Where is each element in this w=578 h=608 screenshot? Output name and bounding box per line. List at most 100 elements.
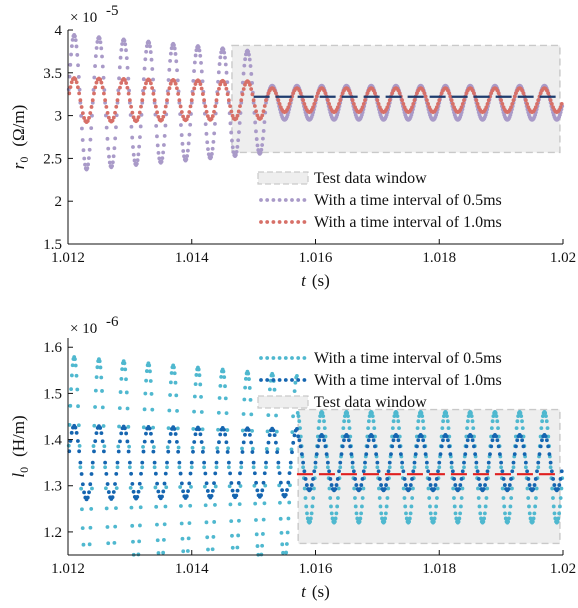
data-point (525, 102, 530, 106)
data-point (120, 367, 125, 372)
data-point (179, 133, 184, 137)
series-1 (67, 423, 564, 502)
data-point (113, 482, 117, 486)
data-point (363, 460, 367, 465)
data-point (375, 465, 380, 470)
data-point (499, 465, 504, 470)
data-point (69, 80, 74, 85)
data-point (213, 121, 217, 126)
data-point (225, 450, 230, 454)
legend-dot (302, 356, 307, 360)
data-point (318, 414, 323, 418)
data-point (483, 483, 487, 487)
data-point (340, 444, 345, 449)
data-point (93, 85, 98, 90)
data-point (101, 75, 106, 80)
data-point (246, 428, 251, 432)
data-point (481, 487, 486, 491)
data-point (353, 504, 358, 509)
data-point (172, 78, 177, 83)
data-point (308, 519, 312, 524)
y-axis-label: l0 (H/m) (9, 415, 31, 477)
data-point (140, 465, 145, 470)
data-point (94, 80, 99, 85)
data-point (390, 444, 395, 449)
data-point (259, 493, 263, 498)
data-point (375, 98, 380, 103)
data-point (83, 162, 87, 167)
data-point (205, 535, 210, 540)
data-point (323, 444, 328, 449)
data-point (167, 67, 172, 72)
data-point (168, 58, 172, 63)
data-point (124, 81, 129, 85)
data-point (111, 154, 116, 159)
data-point (248, 64, 253, 68)
data-point (210, 488, 215, 493)
x-axis-label: t (s) (301, 582, 330, 601)
data-point (312, 102, 317, 106)
data-point (471, 426, 476, 430)
data-point (441, 414, 446, 418)
data-point (338, 465, 343, 470)
data-point (459, 504, 463, 509)
data-point (69, 430, 74, 435)
data-point (397, 91, 402, 96)
data-point (77, 443, 82, 448)
data-point (382, 487, 387, 491)
data-point (510, 469, 515, 474)
data-point (79, 105, 84, 109)
data-point (153, 485, 158, 490)
data-point (135, 158, 140, 163)
data-point (376, 102, 381, 106)
y-multiplier: × 10 (70, 10, 97, 26)
data-point (85, 495, 90, 500)
data-point (441, 419, 446, 424)
data-point (139, 485, 144, 490)
data-point (520, 438, 525, 443)
data-point (235, 545, 240, 550)
data-point (80, 482, 85, 487)
data-point (449, 465, 454, 470)
data-point (364, 452, 369, 456)
data-point (523, 465, 528, 470)
data-point (262, 104, 267, 108)
data-point (327, 486, 332, 491)
data-point (421, 419, 425, 424)
data-point (472, 444, 476, 449)
data-point (400, 460, 405, 465)
data-point (203, 104, 208, 109)
data-point (267, 387, 272, 392)
data-point (147, 426, 152, 431)
data-point (526, 477, 531, 481)
data-point (469, 411, 473, 415)
data-point (79, 472, 84, 476)
data-point (261, 136, 265, 141)
data-point (137, 110, 142, 115)
data-point (325, 98, 330, 103)
data-point (166, 426, 171, 431)
legend-label-series-0: With a time interval of 0.5ms (314, 350, 502, 367)
data-point (79, 486, 84, 491)
data-point (260, 543, 265, 548)
data-point (313, 465, 318, 470)
data-point (214, 460, 219, 465)
data-point (113, 136, 118, 141)
data-point (433, 511, 438, 516)
legend-dot (277, 220, 282, 224)
y-label-sub: 0 (17, 157, 31, 163)
data-point (470, 419, 475, 424)
data-point (249, 87, 254, 91)
data-point (119, 377, 124, 381)
data-point (347, 438, 351, 443)
data-point (162, 481, 167, 486)
data-point (165, 445, 170, 450)
data-point (202, 98, 207, 103)
data-point (284, 542, 289, 546)
data-point (301, 465, 306, 470)
data-point (129, 471, 134, 476)
data-point (453, 511, 458, 516)
data-point (254, 532, 259, 537)
data-point (411, 469, 416, 474)
data-point (144, 431, 148, 436)
